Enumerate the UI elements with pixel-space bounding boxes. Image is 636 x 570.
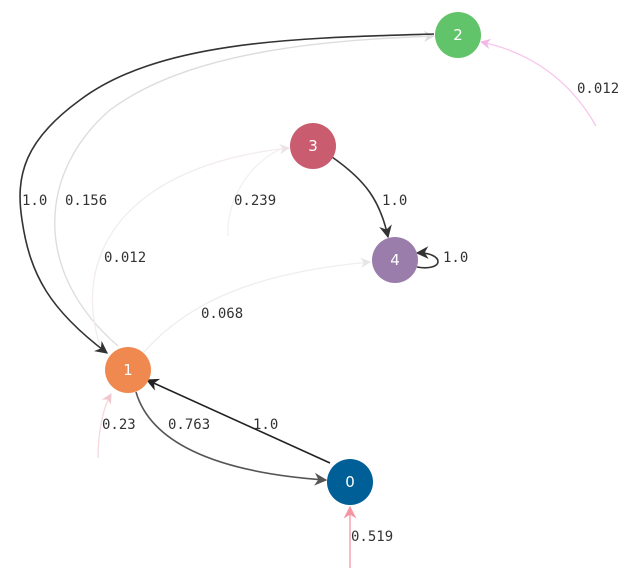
state-node-0-label: 0 (345, 473, 355, 491)
edge-2-1-label: 1.0 (22, 193, 47, 209)
edge-0-1-label: 1.0 (253, 417, 278, 433)
edge-3-4-label: 1.0 (382, 193, 407, 209)
state-node-4-circle (372, 237, 418, 283)
edge-1-2 (54, 30, 436, 347)
state-node-3[interactable]: 3 (290, 123, 336, 169)
edge-4-4 (415, 246, 439, 269)
state-node-0-circle (327, 459, 373, 505)
state-node-0[interactable]: 0 (327, 459, 373, 505)
edge-1-0 (135, 391, 328, 486)
edge-1-3-label: 0.012 (104, 250, 146, 266)
state-node-1-label: 1 (123, 361, 133, 379)
state-node-2-label: 2 (453, 26, 463, 44)
edge-3-4 (331, 156, 392, 239)
edge-in-1 (97, 393, 112, 459)
state-node-4-label: 4 (390, 251, 400, 269)
edge-in-1-label: 0.23 (102, 417, 136, 433)
state-node-1-circle (105, 347, 151, 393)
edge-0-1 (145, 378, 331, 464)
edge-2-1 (19, 33, 435, 354)
edge-in-2-label: 0.012 (577, 81, 619, 97)
edge-4-4-label: 1.0 (443, 250, 468, 266)
edge-in-3-label: 0.239 (234, 193, 276, 209)
state-node-4[interactable]: 4 (372, 237, 418, 283)
state-node-1[interactable]: 1 (105, 347, 151, 393)
state-node-3-label: 3 (308, 137, 318, 155)
state-node-3-circle (290, 123, 336, 169)
edge-1-2-label: 0.156 (65, 193, 107, 209)
edge-1-4-label: 0.068 (201, 306, 243, 322)
edge-in-3 (227, 146, 287, 237)
edge-1-3 (91, 143, 291, 347)
state-node-2[interactable]: 2 (435, 12, 481, 58)
edge-in-0-label: 0.519 (351, 529, 393, 545)
state-node-2-circle (435, 12, 481, 58)
edge-1-4 (143, 257, 372, 353)
edge-1-0-label: 0.763 (168, 417, 210, 433)
edge-in-2 (479, 38, 597, 127)
